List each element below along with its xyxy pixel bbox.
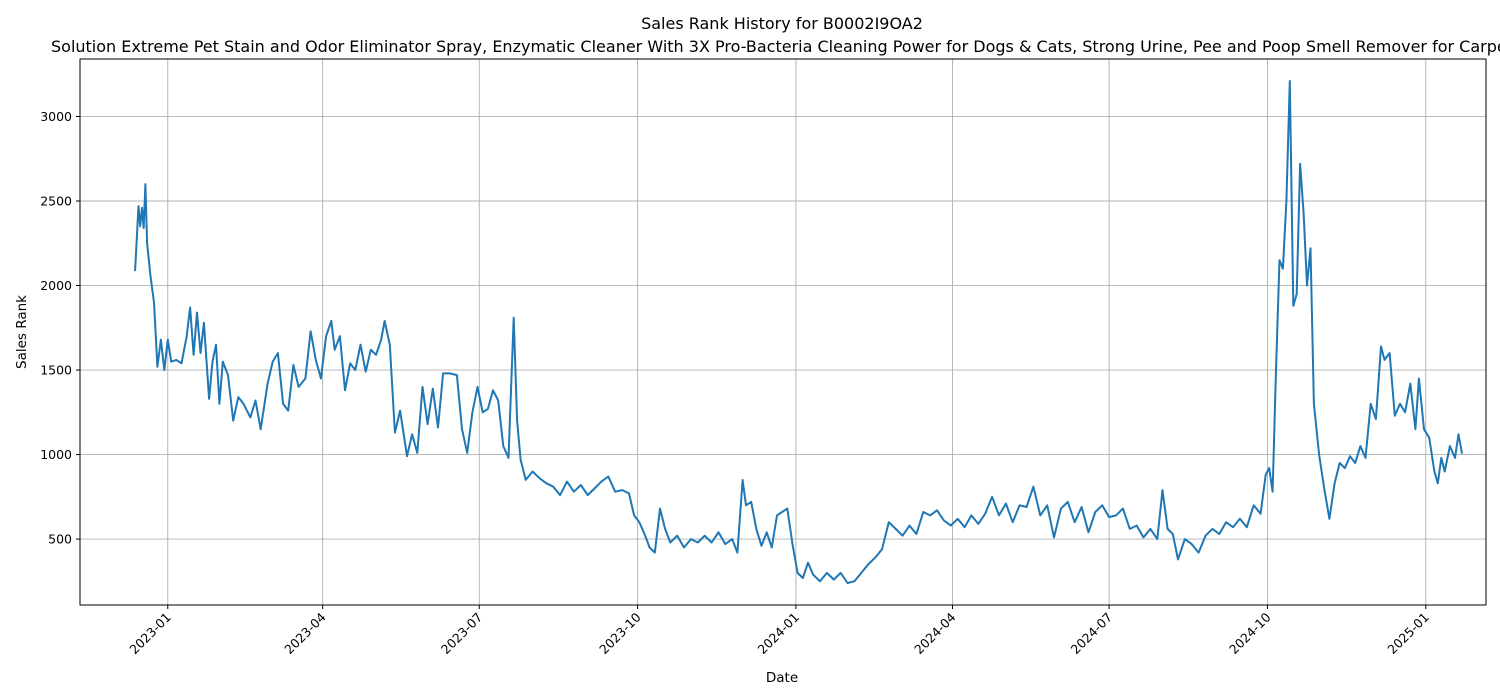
y-axis-label: Sales Rank [14, 295, 30, 369]
sales-rank-line [134, 80, 1463, 584]
x-tick-label: 2023-10 [596, 609, 644, 657]
x-tick-label: 2023-01 [126, 610, 174, 658]
y-tick-label: 500 [48, 532, 72, 547]
y-tick-label: 2500 [40, 193, 72, 208]
plot-frame [79, 58, 1487, 606]
x-tick-label: 2025-01 [1384, 610, 1432, 658]
x-tick-label: 2024-10 [1226, 609, 1274, 657]
x-tick-label: 2023-04 [281, 609, 329, 657]
chart-subtitle: Solution Extreme Pet Stain and Odor Elim… [51, 37, 1500, 56]
y-tick-label: 3000 [40, 109, 72, 124]
y-tick-label: 2000 [40, 278, 72, 293]
x-tick-label: 2024-01 [754, 610, 802, 658]
x-axis-label: Date [766, 670, 798, 686]
y-axis: 500 1000 1500 2000 2500 3000 [40, 109, 80, 547]
x-gridlines [167, 59, 1427, 605]
x-tick-label: 2023-07 [438, 610, 486, 658]
y-tick-label: 1500 [40, 363, 72, 378]
y-tick-label: 1000 [40, 447, 72, 462]
x-tick-label: 2024-07 [1068, 610, 1116, 658]
x-tick-label: 2024-04 [911, 609, 959, 657]
chart-title: Sales Rank History for B0002I9OA2 [641, 14, 923, 33]
y-gridlines [80, 116, 1486, 540]
x-axis: 2023-01 2023-04 2023-07 2023-10 2024-01 2024-… [126, 605, 1432, 657]
